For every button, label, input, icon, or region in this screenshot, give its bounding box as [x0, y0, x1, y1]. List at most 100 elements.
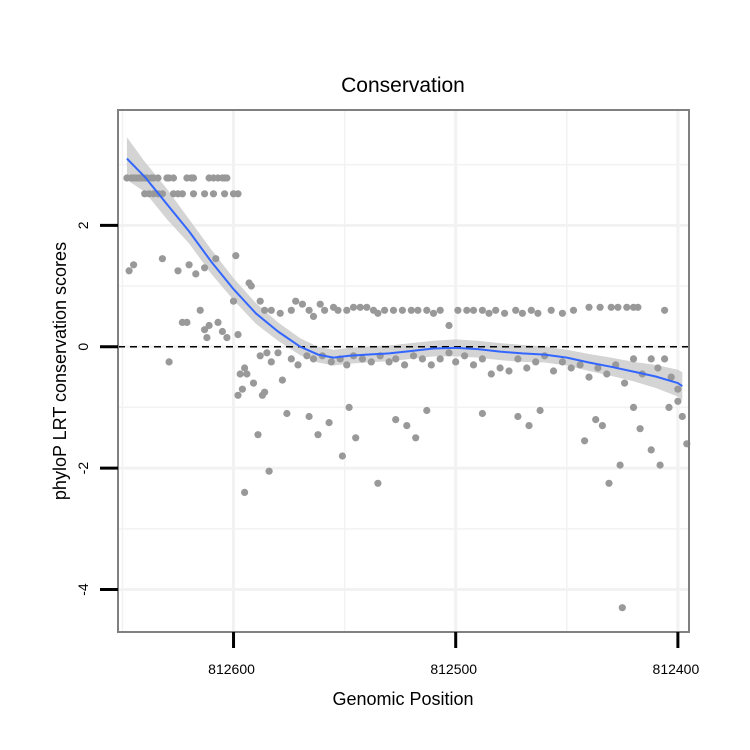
data-point	[678, 412, 686, 421]
y-tick-label: -2	[75, 462, 91, 475]
data-point	[334, 306, 342, 314]
data-point	[292, 297, 300, 305]
data-point	[214, 318, 222, 326]
data-point	[661, 306, 669, 314]
data-point	[567, 364, 575, 372]
data-point	[345, 403, 353, 411]
y-axis-title: phyloP LRT conservation scores	[50, 242, 70, 500]
data-point	[265, 467, 273, 475]
data-point	[501, 309, 509, 317]
data-points	[123, 174, 691, 612]
data-point	[201, 190, 209, 198]
data-point	[201, 326, 209, 334]
x-tick-label: 812600	[208, 661, 255, 677]
data-point	[427, 361, 435, 369]
data-point	[496, 364, 504, 372]
data-point	[629, 403, 638, 411]
x-axis-title: Genomic Position	[332, 689, 473, 709]
data-point	[165, 358, 173, 366]
data-point	[192, 270, 200, 278]
data-point	[485, 309, 493, 317]
data-point	[305, 412, 313, 421]
y-tick-label: -4	[75, 583, 91, 596]
data-point	[518, 309, 527, 317]
data-point	[196, 306, 204, 314]
data-point	[454, 306, 462, 314]
data-point	[274, 349, 282, 357]
data-point	[325, 419, 333, 427]
data-point	[223, 174, 231, 182]
data-point	[254, 431, 262, 439]
data-point	[581, 437, 589, 445]
data-point	[189, 174, 198, 182]
data-point	[247, 282, 255, 290]
data-point	[463, 306, 471, 314]
data-point	[178, 318, 186, 326]
data-point	[298, 300, 306, 308]
data-point	[514, 355, 522, 363]
data-point	[392, 355, 400, 363]
data-point	[249, 379, 258, 387]
data-point	[267, 306, 275, 314]
data-point	[309, 355, 318, 363]
data-point	[445, 349, 453, 357]
data-point	[647, 355, 655, 363]
data-point	[512, 306, 520, 314]
data-point	[436, 306, 444, 314]
data-point	[674, 397, 682, 405]
data-point	[452, 358, 460, 366]
data-point	[618, 604, 626, 612]
data-point	[585, 303, 593, 311]
data-point	[352, 434, 360, 442]
data-point	[478, 306, 486, 314]
data-point	[527, 306, 535, 314]
data-point	[385, 358, 393, 366]
confidence-ribbon	[126, 137, 683, 401]
data-point	[241, 488, 249, 496]
data-point	[549, 367, 558, 375]
gridlines	[118, 110, 689, 632]
data-point	[592, 416, 600, 424]
data-point	[576, 361, 584, 369]
data-point	[398, 306, 406, 314]
data-point	[363, 303, 371, 311]
data-point	[429, 309, 438, 317]
data-point	[569, 306, 578, 314]
data-point	[316, 300, 324, 308]
data-point	[125, 267, 133, 275]
data-point	[407, 306, 415, 314]
data-point	[636, 425, 644, 433]
data-point	[423, 406, 431, 415]
data-point	[505, 367, 513, 375]
data-point	[374, 479, 382, 487]
chart-title: Conservation	[341, 74, 465, 97]
data-point	[221, 190, 229, 198]
data-point	[412, 434, 420, 442]
data-point	[661, 355, 669, 363]
data-point	[218, 327, 226, 336]
confidence-ribbon-layer	[126, 137, 683, 401]
data-point	[532, 358, 540, 366]
data-point	[261, 306, 269, 314]
data-point	[665, 403, 673, 411]
y-tick-label: 2	[75, 221, 91, 229]
data-point	[321, 306, 329, 314]
data-point	[212, 255, 220, 263]
data-point	[487, 370, 495, 378]
data-point	[629, 355, 638, 363]
data-point	[392, 416, 400, 424]
data-point	[667, 373, 675, 381]
data-point	[523, 364, 531, 372]
data-point	[603, 370, 611, 378]
data-point	[461, 352, 469, 360]
data-point	[409, 352, 418, 360]
data-point	[492, 306, 500, 314]
data-point	[596, 303, 604, 311]
data-point	[558, 358, 567, 366]
data-point	[189, 190, 198, 198]
data-point	[349, 303, 358, 311]
data-point	[223, 334, 231, 342]
data-point	[558, 309, 567, 317]
data-point	[469, 306, 478, 314]
